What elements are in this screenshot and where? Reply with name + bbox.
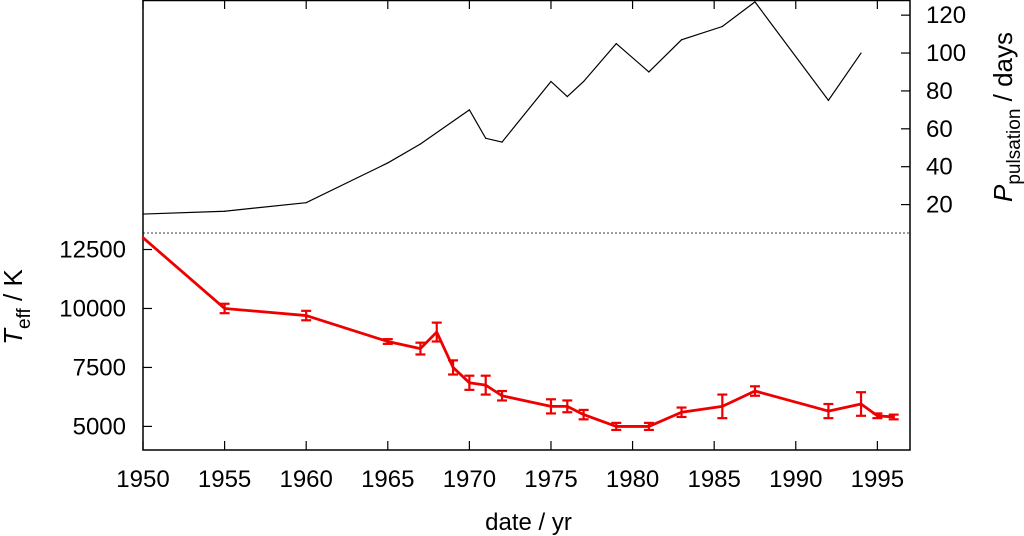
teff-point xyxy=(892,415,895,419)
x-tick-label: 1995 xyxy=(851,466,904,493)
teff-point xyxy=(419,347,422,350)
pulsation-point xyxy=(501,141,503,143)
y-label-right-sub: pulsation xyxy=(1004,109,1024,185)
teff-point xyxy=(827,409,830,413)
y-tick-label-right: 100 xyxy=(926,40,966,67)
teff-point xyxy=(304,314,308,317)
x-tick-label: 1955 xyxy=(198,466,251,493)
y-label-right-base: P xyxy=(988,184,1018,202)
x-tick-label: 1980 xyxy=(606,466,659,493)
teff-series-line xyxy=(142,236,894,428)
x-tick-label: 1965 xyxy=(361,466,414,493)
plot-frame xyxy=(142,0,911,451)
teff-point xyxy=(753,389,757,393)
teff-point xyxy=(435,330,438,334)
y-label-left-base: T xyxy=(0,327,28,345)
teff-point xyxy=(647,425,651,428)
teff-point xyxy=(468,381,471,384)
pulsation-point xyxy=(419,143,422,145)
teff-point xyxy=(451,366,455,369)
y-tick-label-right: 120 xyxy=(926,2,966,29)
teff-point xyxy=(484,383,487,387)
x-tick-label: 1950 xyxy=(116,466,169,493)
x-tick-label: 1990 xyxy=(769,466,822,493)
y-axis-label-right: Ppulsation / days xyxy=(988,32,1024,202)
teff-point xyxy=(876,414,879,417)
x-tick-label: 1975 xyxy=(524,466,577,493)
teff-point xyxy=(386,340,389,343)
teff-point xyxy=(680,411,683,414)
teff-point xyxy=(721,405,724,408)
y-tick-label-right: 60 xyxy=(926,116,953,143)
pulsation-point xyxy=(860,52,862,54)
teff-point xyxy=(141,236,145,239)
y-tick-label-right: 20 xyxy=(926,192,953,219)
y-label-left-suffix: / K xyxy=(0,269,28,309)
pulsation-series-line xyxy=(142,1,862,215)
teff-point xyxy=(582,413,585,416)
pulsation-point xyxy=(566,96,568,98)
teff-point xyxy=(549,405,553,408)
teff-point xyxy=(223,307,226,310)
y-label-left-sub: eff xyxy=(14,307,35,329)
pulsation-point xyxy=(754,1,756,3)
teff-point xyxy=(566,405,569,408)
y-axis-label-left: Teff / K xyxy=(0,269,35,345)
pulsation-point xyxy=(615,42,617,45)
pulsation-point xyxy=(142,213,144,215)
teff-point xyxy=(500,394,504,397)
pulsation-point xyxy=(648,71,650,73)
y-tick-label-left: 10000 xyxy=(59,295,126,322)
teff-point xyxy=(859,402,863,406)
y-tick-label-left: 5000 xyxy=(73,413,126,440)
pulsation-point xyxy=(485,137,487,139)
pulsation-point xyxy=(387,162,389,164)
pulsation-point xyxy=(468,109,470,111)
y-tick-label-right: 40 xyxy=(926,154,953,181)
pulsation-point xyxy=(550,80,552,83)
x-tick-label: 1985 xyxy=(687,466,740,493)
x-tick-label: 1970 xyxy=(443,466,496,493)
y-tick-label-right: 80 xyxy=(926,78,953,105)
y-tick-label-left: 7500 xyxy=(73,354,126,381)
teff-point xyxy=(615,425,618,428)
pulsation-point xyxy=(827,99,830,101)
y-tick-label-left: 12500 xyxy=(59,237,126,264)
x-tick-label: 1960 xyxy=(279,466,332,493)
pulsation-point xyxy=(680,39,683,41)
pulsation-point xyxy=(583,80,585,83)
pulsation-point xyxy=(223,210,226,212)
pulsation-point xyxy=(721,25,723,28)
pulsation-point xyxy=(305,202,307,204)
y-label-right-suffix: / days xyxy=(988,32,1018,109)
x-axis-label: date / yr xyxy=(485,509,572,536)
